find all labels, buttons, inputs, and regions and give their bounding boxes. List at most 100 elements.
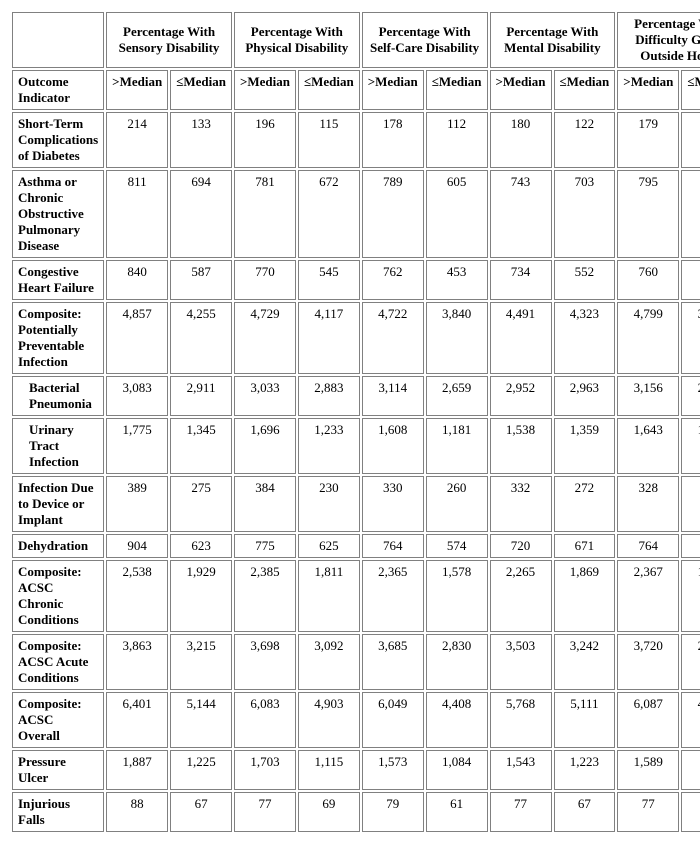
data-cell: 1,608	[362, 418, 424, 474]
data-cell: 179	[617, 112, 679, 168]
sub-header-le: ≤Median	[298, 70, 360, 110]
table-row: Bacterial Pneumonia3,0832,9113,0332,8833…	[12, 376, 700, 416]
data-cell: 1,345	[170, 418, 232, 474]
data-cell: 3,720	[617, 634, 679, 690]
data-cell: 625	[298, 534, 360, 558]
row-label: Composite: Potentially Preventable Infec…	[12, 302, 104, 374]
sub-header-gt: >Median	[617, 70, 679, 110]
data-cell: 3,215	[170, 634, 232, 690]
row-label: Pressure Ulcer	[12, 750, 104, 790]
data-cell: 999	[681, 750, 700, 790]
data-cell: 1,573	[362, 750, 424, 790]
data-cell: 1,703	[234, 750, 296, 790]
data-cell: 811	[106, 170, 168, 258]
data-cell: 3,156	[617, 376, 679, 416]
data-cell: 4,491	[490, 302, 552, 374]
data-cell: 77	[490, 792, 552, 832]
data-cell: 1,696	[234, 418, 296, 474]
data-cell: 453	[426, 260, 488, 300]
data-cell: 672	[298, 170, 360, 258]
data-cell: 1,589	[617, 750, 679, 790]
data-cell: 230	[298, 476, 360, 532]
data-cell: 196	[234, 112, 296, 168]
data-cell: 427	[681, 260, 700, 300]
group-header: Percentage With Physical Disability	[234, 12, 360, 68]
header-row-subcols: Outcome Indicator >Median ≤Median >Media…	[12, 70, 700, 110]
data-cell: 4,163	[681, 692, 700, 748]
table-row: Infection Due to Device or Implant389275…	[12, 476, 700, 532]
data-cell: 760	[617, 260, 679, 300]
data-cell: 88	[106, 792, 168, 832]
data-cell: 2,963	[554, 376, 616, 416]
data-cell: 781	[234, 170, 296, 258]
data-cell: 2,883	[298, 376, 360, 416]
data-cell: 1,233	[298, 418, 360, 474]
row-label: Dehydration	[12, 534, 104, 558]
data-cell: 257	[681, 476, 700, 532]
data-cell: 3,114	[362, 376, 424, 416]
data-cell: 178	[362, 112, 424, 168]
data-cell: 122	[554, 112, 616, 168]
data-cell: 840	[106, 260, 168, 300]
data-cell: 1,887	[106, 750, 168, 790]
data-cell: 3,092	[298, 634, 360, 690]
data-cell: 63	[681, 792, 700, 832]
data-cell: 3,033	[234, 376, 296, 416]
data-cell: 573	[681, 170, 700, 258]
data-cell: 101	[681, 112, 700, 168]
data-cell: 574	[426, 534, 488, 558]
data-cell: 770	[234, 260, 296, 300]
data-cell: 671	[554, 534, 616, 558]
data-cell: 4,857	[106, 302, 168, 374]
data-cell: 764	[617, 534, 679, 558]
data-cell: 2,365	[362, 560, 424, 632]
data-cell: 6,401	[106, 692, 168, 748]
data-cell: 743	[490, 170, 552, 258]
data-cell: 720	[490, 534, 552, 558]
table-header: Percentage With Sensory Disability Perce…	[12, 12, 700, 110]
sub-header-gt: >Median	[490, 70, 552, 110]
data-cell: 1,084	[426, 750, 488, 790]
data-cell: 115	[298, 112, 360, 168]
data-cell: 4,408	[426, 692, 488, 748]
data-cell: 1,811	[298, 560, 360, 632]
data-cell: 133	[170, 112, 232, 168]
data-cell: 1,495	[681, 560, 700, 632]
data-cell: 272	[554, 476, 616, 532]
data-cell: 4,255	[170, 302, 232, 374]
data-cell: 4,903	[298, 692, 360, 748]
data-cell: 2,659	[426, 376, 488, 416]
row-label: Bacterial Pneumonia	[12, 376, 104, 416]
data-cell: 1,115	[298, 750, 360, 790]
data-cell: 1,869	[554, 560, 616, 632]
data-cell: 3,583	[681, 302, 700, 374]
data-cell: 260	[426, 476, 488, 532]
table-row: Pressure Ulcer1,8871,2251,7031,1151,5731…	[12, 750, 700, 790]
data-cell: 5,144	[170, 692, 232, 748]
data-cell: 1,223	[554, 750, 616, 790]
data-cell: 2,830	[426, 634, 488, 690]
data-cell: 77	[234, 792, 296, 832]
table-row: Asthma or Chronic Obstructive Pulmonary …	[12, 170, 700, 258]
data-cell: 795	[617, 170, 679, 258]
data-cell: 1,181	[426, 418, 488, 474]
row-label: Composite: ACSC Chronic Conditions	[12, 560, 104, 632]
data-cell: 775	[234, 534, 296, 558]
sub-header-le: ≤Median	[170, 70, 232, 110]
data-cell: 1,775	[106, 418, 168, 474]
data-cell: 2,265	[490, 560, 552, 632]
data-cell: 545	[298, 260, 360, 300]
data-cell: 3,503	[490, 634, 552, 690]
data-cell: 2,538	[106, 560, 168, 632]
data-cell: 2,385	[234, 560, 296, 632]
data-cell: 1,225	[170, 750, 232, 790]
row-label: Composite: ACSC Acute Conditions	[12, 634, 104, 690]
data-cell: 764	[362, 534, 424, 558]
data-cell: 4,323	[554, 302, 616, 374]
table-row: Composite: ACSC Acute Conditions3,8633,2…	[12, 634, 700, 690]
data-cell: 2,367	[617, 560, 679, 632]
data-cell: 3,242	[554, 634, 616, 690]
data-cell: 587	[170, 260, 232, 300]
data-cell: 2,911	[170, 376, 232, 416]
data-cell: 3,698	[234, 634, 296, 690]
